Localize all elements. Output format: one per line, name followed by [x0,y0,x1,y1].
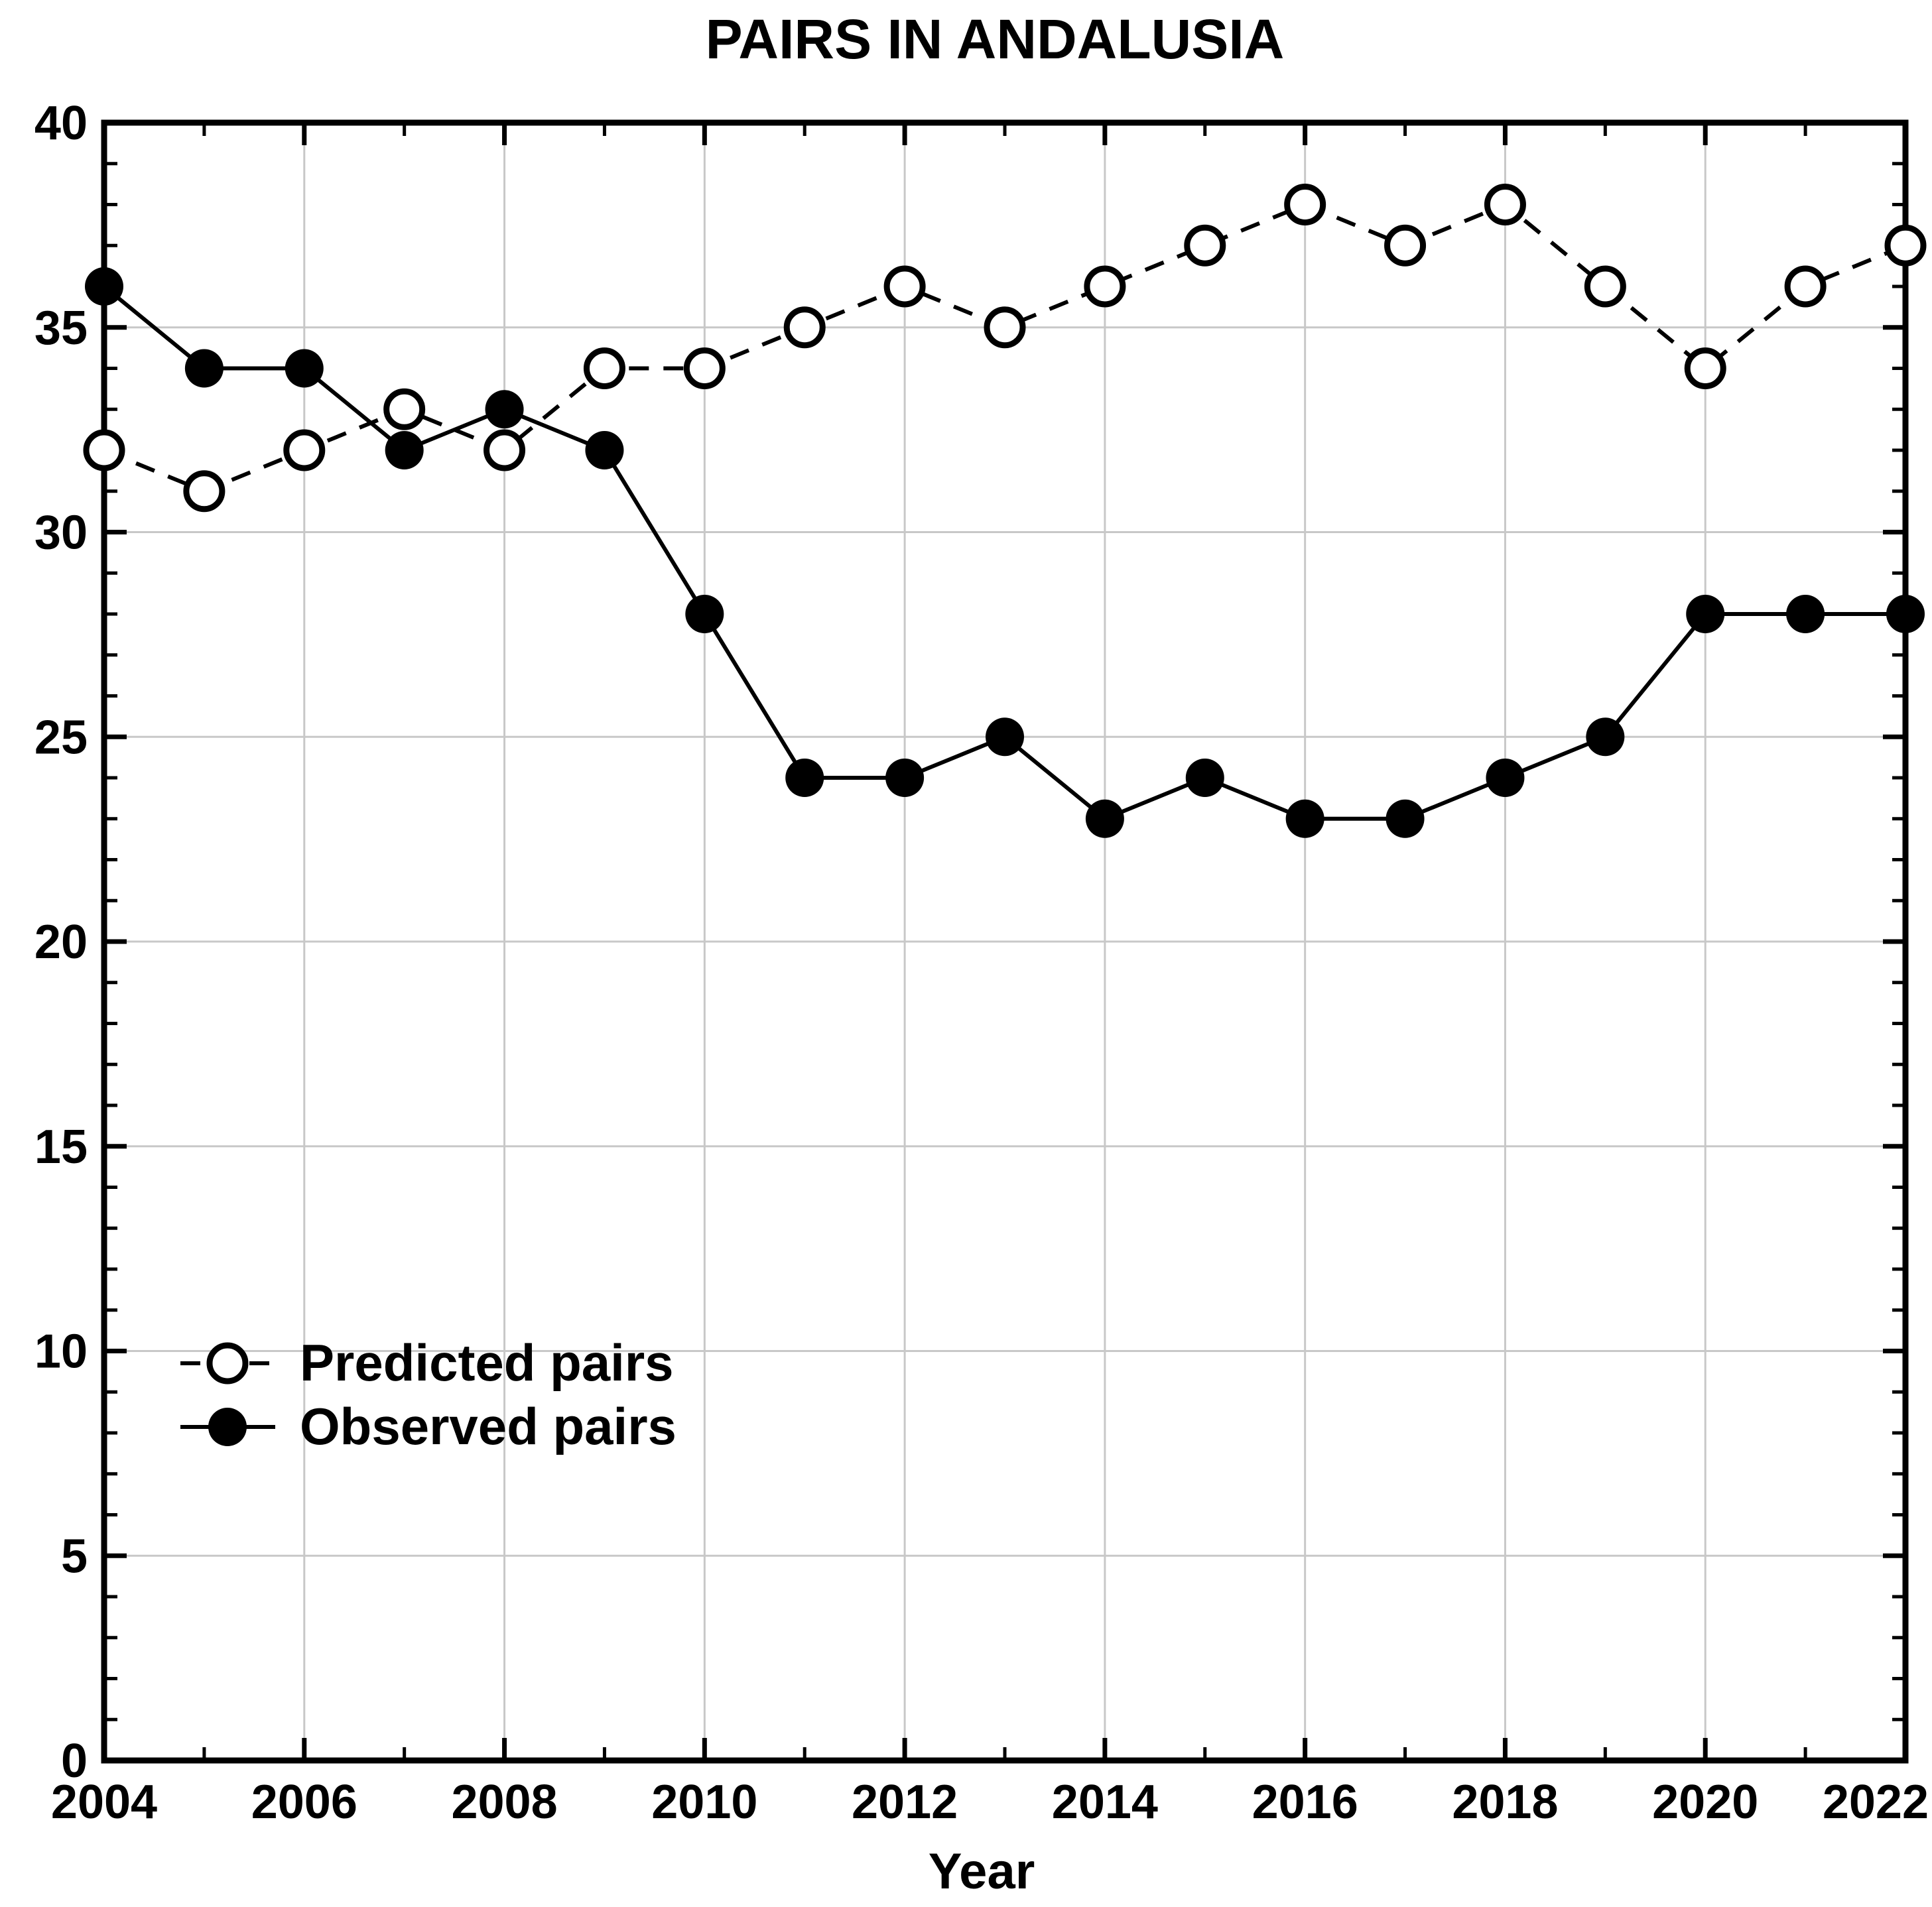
x-axis-title: Year [929,1843,1035,1900]
marker-predicted-pairs [1584,265,1626,308]
x-tick-label: 2012 [852,1776,958,1829]
y-tick-label: 40 [34,97,88,150]
marker-observed-pairs [1486,759,1525,797]
y-tick-label: 25 [34,711,88,764]
x-tick-label: 2020 [1652,1776,1758,1829]
x-tick-label: 2022 [1823,1776,1929,1829]
marker-predicted-pairs [1284,184,1326,225]
marker-observed-pairs [685,595,724,633]
y-tick-label: 20 [34,916,88,969]
marker-observed-pairs [1686,595,1725,633]
marker-predicted-pairs [1384,224,1427,267]
marker-observed-pairs [1085,799,1124,838]
y-tick-label: 0 [61,1735,88,1788]
marker-observed-pairs [585,431,624,469]
marker-predicted-pairs [1684,347,1726,389]
x-tick-label: 2004 [51,1776,157,1829]
x-tick-label: 2016 [1252,1776,1358,1829]
legend-label: Predicted pairs [300,1333,674,1392]
series-markers [83,184,1927,838]
marker-observed-pairs [1586,717,1625,757]
marker-predicted-pairs [283,429,326,471]
marker-observed-pairs [485,390,524,429]
marker-observed-pairs [1385,799,1425,838]
marker-observed-pairs [785,759,824,797]
marker-observed-pairs [184,349,224,388]
marker-observed-pairs [885,759,925,797]
x-tick-label: 2010 [651,1776,757,1829]
gridlines [104,123,1905,1760]
marker-observed-pairs [285,349,324,388]
marker-predicted-pairs [883,265,926,308]
x-axis-tick-labels: 2004 2006 2008 2010 2012 2014 2016 2018 2020 2022 [51,1776,1929,1829]
y-tick-label: 30 [34,507,88,560]
marker-predicted-pairs [83,429,125,471]
x-tick-label: 2014 [1052,1776,1158,1829]
y-tick-label: 5 [61,1530,88,1583]
y-tick-label: 15 [34,1121,88,1174]
y-tick-label: 35 [34,302,88,355]
axis-ticks [101,120,1908,1763]
x-tick-label: 2006 [251,1776,357,1829]
marker-predicted-pairs [783,306,826,349]
marker-predicted-pairs [1184,224,1226,267]
marker-observed-pairs [385,431,424,469]
legend-filled-circle-icon [208,1408,247,1446]
marker-observed-pairs [1185,759,1224,797]
y-tick-label: 10 [34,1325,88,1379]
marker-observed-pairs [1786,595,1825,633]
y-axis-tick-labels: 0 5 10 15 20 25 30 35 40 [34,97,88,1788]
marker-predicted-pairs [1484,184,1526,225]
marker-observed-pairs [85,267,123,306]
marker-observed-pairs [986,717,1024,757]
marker-predicted-pairs [383,388,426,430]
marker-predicted-pairs [183,470,225,513]
marker-predicted-pairs [483,429,526,471]
marker-predicted-pairs [1784,265,1827,308]
legend-open-circle-icon [206,1342,249,1384]
chart-title: PAIRS IN ANDALUSIA [706,8,1285,70]
marker-observed-pairs [1285,799,1324,838]
x-tick-label: 2008 [451,1776,557,1829]
marker-predicted-pairs [583,347,625,389]
marker-predicted-pairs [1884,224,1927,267]
marker-predicted-pairs [683,347,726,389]
x-tick-label: 2018 [1452,1776,1558,1829]
legend-label: Observed pairs [300,1397,676,1455]
marker-predicted-pairs [984,306,1026,349]
marker-observed-pairs [1886,595,1925,633]
marker-predicted-pairs [1084,265,1126,308]
